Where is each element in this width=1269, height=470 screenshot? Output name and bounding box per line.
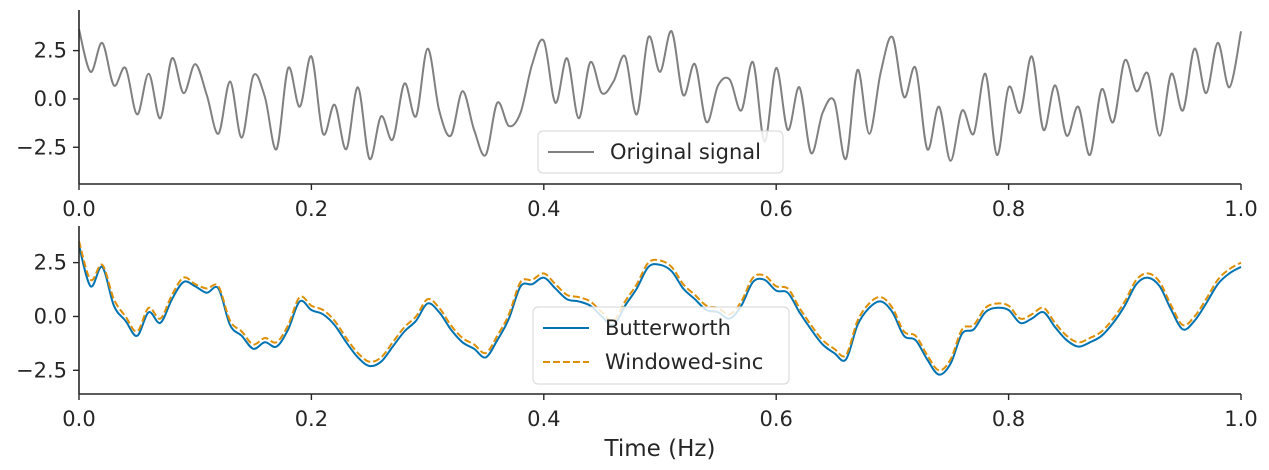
y-tick-label: 2.5 <box>34 251 67 275</box>
y-tick-label: 0.0 <box>34 304 67 328</box>
x-tick-label: 1.0 <box>1224 407 1257 431</box>
series-line-windowed-sinc <box>78 240 1242 372</box>
legend-label: Butterworth <box>605 316 731 340</box>
y-tick-label: −2.5 <box>16 358 67 382</box>
series-line-butterworth <box>78 245 1242 376</box>
legend-label: Original signal <box>610 140 761 164</box>
x-tick-label: 0.0 <box>62 407 95 431</box>
x-tick-label: 1.0 <box>1224 197 1257 221</box>
x-tick-label: 0.8 <box>992 407 1025 431</box>
x-axis-title: Time (Hz) <box>604 436 716 462</box>
legend-box <box>532 306 790 385</box>
y-tick-label: 2.5 <box>34 39 67 63</box>
x-tick-label: 0.8 <box>992 197 1025 221</box>
y-tick-label: −2.5 <box>16 135 67 159</box>
top-panel-original-signal: 0.0 0.2 0.4 0.6 0.8 1.0 2.5 0.0 −2.5 Original sig… <box>16 10 1258 221</box>
x-tick-label: 0.4 <box>527 197 560 221</box>
x-tick-label: 0.6 <box>759 197 792 221</box>
x-tick-label: 0.0 <box>62 197 95 221</box>
legend: Original signal <box>537 130 784 174</box>
legend-box <box>537 130 784 174</box>
x-tick-label: 0.6 <box>759 407 792 431</box>
x-tick-label: 0.2 <box>295 407 328 431</box>
bottom-panel-filtered-signals: 0.0 0.2 0.4 0.6 0.8 1.0 2.5 0.0 −2.5 Butterworth W… <box>16 226 1258 431</box>
x-tick-label: 0.4 <box>527 407 560 431</box>
legend: Butterworth Windowed-sinc <box>532 306 790 385</box>
series-line-original-signal <box>78 29 1242 162</box>
y-tick-label: 0.0 <box>34 87 67 111</box>
legend-label: Windowed-sinc <box>605 350 763 374</box>
x-tick-label: 0.2 <box>295 197 328 221</box>
